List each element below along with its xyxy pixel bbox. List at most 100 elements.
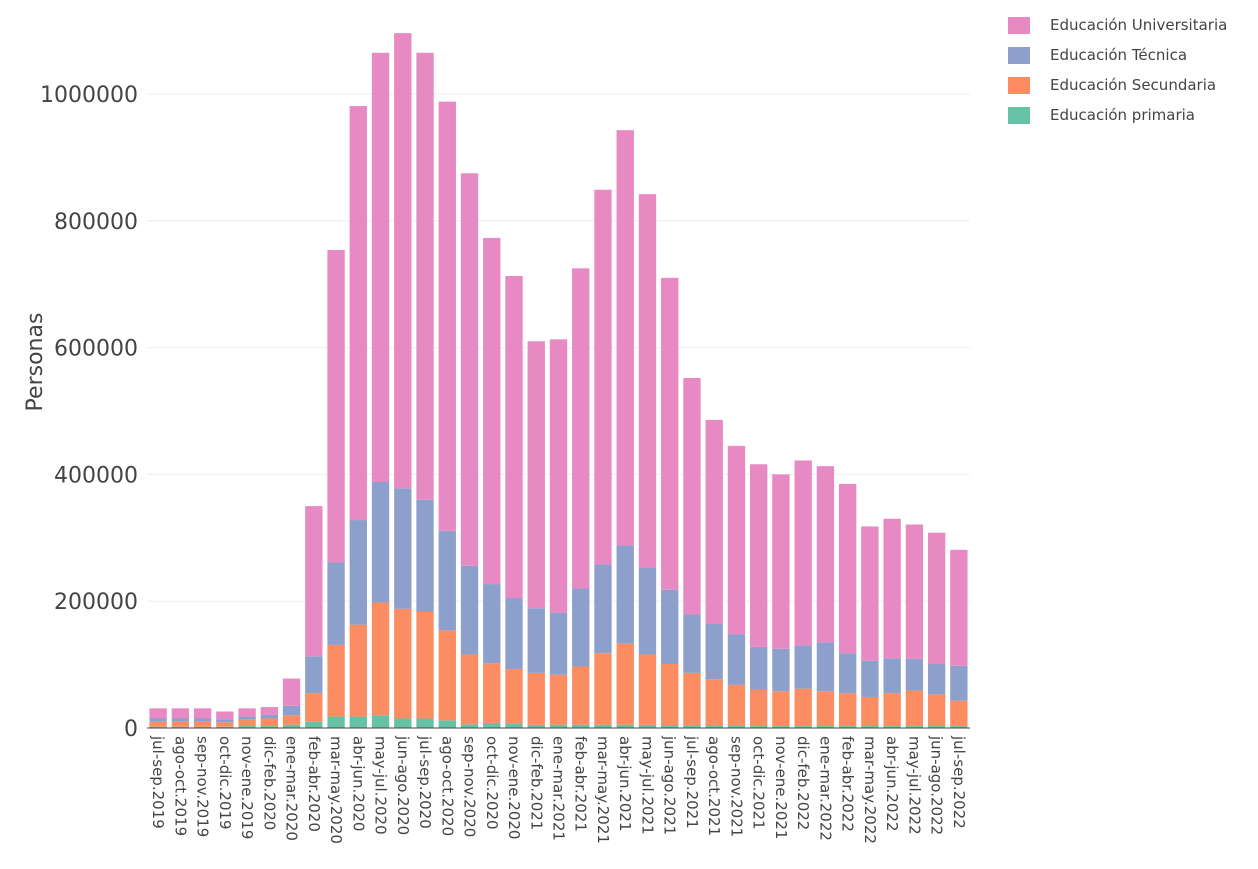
bar-segment: [772, 474, 790, 649]
x-tick-label: jul-sep.2022: [950, 735, 968, 829]
bar-segment: [638, 654, 657, 725]
legend-swatch: [1008, 46, 1030, 64]
y-tick-label: 400000: [54, 463, 138, 488]
bar-segment: [883, 726, 901, 728]
x-tick-label: ago-oct.2019: [171, 736, 189, 836]
legend: Educación Universitaria Educación Técnic…: [1008, 10, 1227, 130]
x-tick-label: mar-may.2022: [861, 736, 879, 844]
x-tick-label: feb-abr.2022: [839, 736, 857, 832]
x-tick-label: may-jul.2021: [638, 736, 656, 835]
bar-segment: [794, 645, 812, 689]
bar-segment: [371, 52, 390, 483]
bar-segment: [883, 658, 901, 694]
bar-segment: [950, 549, 968, 666]
bar-segment: [193, 726, 212, 728]
bar-segment: [549, 339, 568, 613]
bar-segment: [905, 690, 924, 727]
bar-segment: [483, 584, 501, 664]
x-tick-label: abr-jun.2021: [616, 736, 634, 831]
x-axis-ticks: jul-sep.2019 ago-oct.2019 sep-nov.2019 oct-…: [149, 735, 968, 844]
bar-segment: [260, 707, 279, 715]
x-tick-label: sep-nov.2020: [461, 736, 479, 837]
bar-segment: [527, 608, 545, 673]
legend-item-tecnica[interactable]: Educación Técnica: [1008, 40, 1227, 70]
bar-segment: [750, 726, 768, 728]
x-tick-label: oct-dic.2020: [483, 736, 501, 830]
bar-segment: [149, 726, 167, 728]
bar-segment: [572, 666, 590, 725]
bar-segment: [394, 33, 412, 489]
bar-segment: [460, 724, 479, 728]
x-tick-label: jul-sep.2021: [683, 735, 701, 829]
bar-segment: [683, 378, 701, 615]
bar-segment: [616, 724, 634, 728]
bar-segment: [238, 716, 256, 720]
bar-segment: [838, 483, 857, 654]
x-tick-label: dic-feb.2021: [527, 736, 545, 830]
bar-segment: [616, 545, 634, 644]
bar-segment: [772, 726, 790, 728]
x-tick-label: dic-feb.2020: [260, 736, 278, 830]
bar-segment: [394, 718, 412, 728]
bar-segment: [349, 716, 367, 728]
legend-item-universitaria[interactable]: Educación Universitaria: [1008, 10, 1227, 40]
bar-segment: [282, 678, 301, 706]
bar-segment: [282, 724, 301, 728]
bar-segment: [149, 721, 167, 727]
bar-segment: [683, 672, 701, 726]
bar-segment: [861, 526, 879, 661]
bar-segment: [527, 672, 545, 725]
y-tick-label: 800000: [54, 210, 138, 235]
bar-segment: [282, 705, 301, 716]
bar-segment: [816, 691, 835, 727]
legend-item-primaria[interactable]: Educación primaria: [1008, 100, 1227, 130]
bar-segment: [594, 189, 612, 565]
bar-segment: [794, 688, 812, 727]
bar-segment: [349, 106, 367, 521]
bar-segment: [371, 482, 390, 603]
bar-segment: [905, 726, 924, 728]
bar-segment: [816, 466, 835, 643]
legend-item-secundaria[interactable]: Educación Secundaria: [1008, 70, 1227, 100]
bar-segment: [394, 488, 412, 609]
bar-segment: [950, 665, 968, 701]
bar-segment: [683, 614, 701, 673]
bar-segment: [883, 693, 901, 727]
x-tick-label: mar-may.2020: [327, 736, 345, 844]
bar-segment: [460, 565, 479, 655]
bar-segment: [527, 724, 545, 728]
bar-segment: [505, 723, 523, 728]
bar-segment: [772, 648, 790, 692]
bar-segment: [950, 700, 968, 727]
bar-segment: [572, 268, 590, 589]
bar-segment: [416, 718, 434, 728]
bar-segment: [638, 724, 657, 728]
x-tick-label: dic-feb.2022: [794, 736, 812, 830]
bar-segment: [416, 52, 434, 500]
bar-segment: [438, 530, 456, 631]
bar-segment: [750, 646, 768, 690]
bar-segment: [616, 643, 634, 725]
bar-segment: [216, 722, 234, 727]
bar-segment: [327, 644, 345, 717]
bar-segment: [505, 275, 523, 599]
y-axis-title: Personas: [23, 313, 48, 412]
bar-segment: [750, 464, 768, 647]
bar-segment: [816, 642, 835, 692]
x-tick-label: abr-jun.2020: [349, 736, 367, 831]
bar-segment: [594, 653, 612, 725]
bar-segment: [505, 669, 523, 724]
x-tick-label: jun-ago.2020: [394, 735, 412, 835]
bar-segment: [438, 101, 456, 531]
legend-label: Educación primaria: [1050, 106, 1195, 124]
legend-swatch: [1008, 106, 1030, 124]
bar-segment: [616, 130, 634, 546]
bar-segment: [661, 725, 679, 728]
bar-segment: [549, 724, 568, 728]
bar-segment: [861, 726, 879, 728]
bar-segment: [705, 679, 723, 726]
x-tick-label: mar-may.2021: [594, 736, 612, 844]
bar-segment: [705, 725, 723, 728]
bar-segment: [193, 718, 212, 722]
